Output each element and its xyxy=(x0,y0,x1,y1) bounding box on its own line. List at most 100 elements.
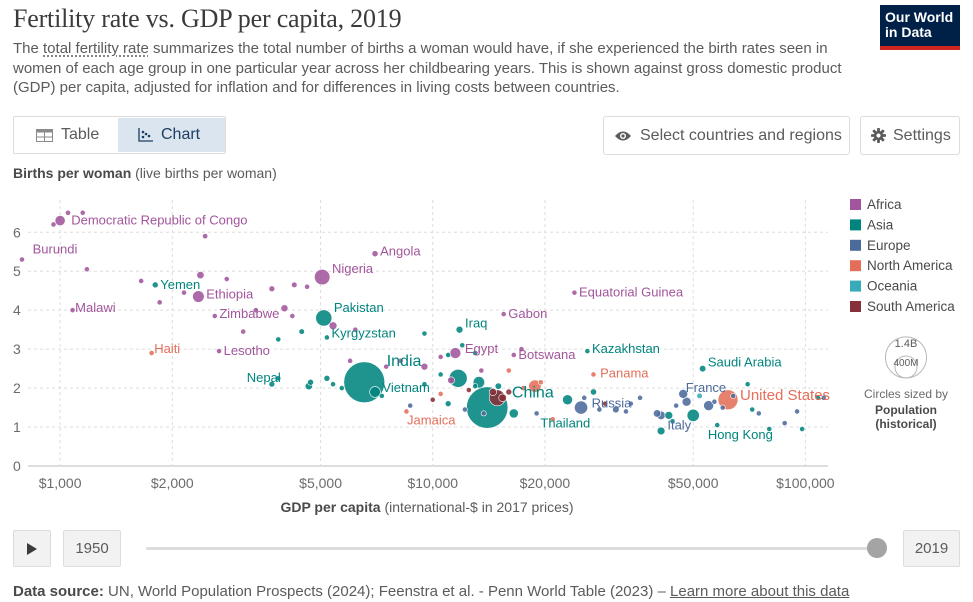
data-point[interactable] xyxy=(669,418,676,425)
point-france[interactable] xyxy=(678,389,688,399)
data-point[interactable] xyxy=(498,393,507,403)
data-point[interactable] xyxy=(719,404,726,411)
data-point[interactable] xyxy=(505,388,513,396)
point-yemen[interactable] xyxy=(151,281,159,289)
data-point[interactable] xyxy=(505,367,512,374)
point-gabon[interactable] xyxy=(500,311,507,317)
data-point[interactable] xyxy=(518,346,525,353)
data-point[interactable] xyxy=(711,398,718,405)
data-point[interactable] xyxy=(397,357,404,364)
data-point[interactable] xyxy=(298,328,305,335)
data-point[interactable] xyxy=(79,209,86,216)
point-kyrgyzstan[interactable] xyxy=(324,334,330,341)
point-russia[interactable] xyxy=(574,400,588,415)
data-point[interactable] xyxy=(686,408,700,422)
data-point[interactable] xyxy=(437,391,444,397)
legend-label[interactable]: Africa xyxy=(867,197,902,212)
data-point[interactable] xyxy=(383,363,390,370)
data-point[interactable] xyxy=(537,379,544,386)
point-democratic-republic-of-congo[interactable] xyxy=(54,215,66,227)
data-point[interactable] xyxy=(352,326,359,333)
data-point[interactable] xyxy=(472,383,479,390)
select-countries-button[interactable]: Select countries and regions xyxy=(603,116,850,155)
point-jamaica[interactable] xyxy=(403,408,410,415)
timeline-start-year[interactable]: 1950 xyxy=(63,530,121,567)
data-point[interactable] xyxy=(181,289,187,296)
data-point[interactable] xyxy=(465,387,472,393)
point-nigeria[interactable] xyxy=(314,268,331,286)
point-malawi[interactable] xyxy=(69,307,76,314)
data-point[interactable] xyxy=(590,388,597,396)
data-point[interactable] xyxy=(612,405,620,414)
legend-label[interactable]: Oceania xyxy=(867,279,918,294)
data-point[interactable] xyxy=(444,400,452,407)
data-point[interactable] xyxy=(420,362,429,371)
data-point[interactable] xyxy=(338,385,345,391)
data-point[interactable] xyxy=(749,406,756,413)
data-point[interactable] xyxy=(196,271,205,280)
data-point[interactable] xyxy=(494,382,502,390)
learn-more-link[interactable]: Learn more about this data xyxy=(670,583,850,600)
point-burundi[interactable] xyxy=(19,256,25,263)
timeline-end-year[interactable]: 2019 xyxy=(903,530,960,567)
data-point[interactable] xyxy=(673,402,680,409)
point-iraq[interactable] xyxy=(455,325,464,334)
data-point[interactable] xyxy=(421,381,428,388)
data-point[interactable] xyxy=(602,400,608,407)
timeline-track[interactable] xyxy=(146,547,878,550)
legend-label[interactable]: North America xyxy=(867,258,953,273)
data-point[interactable] xyxy=(437,354,444,360)
point-nepal[interactable] xyxy=(268,380,276,388)
point-thailand[interactable] xyxy=(508,408,519,419)
data-point[interactable] xyxy=(533,410,540,417)
point-haiti[interactable] xyxy=(148,350,155,356)
data-point[interactable] xyxy=(138,278,145,284)
data-point[interactable] xyxy=(696,392,703,399)
data-point[interactable] xyxy=(472,350,479,356)
data-point[interactable] xyxy=(528,379,542,393)
data-point[interactable] xyxy=(656,426,666,436)
data-point[interactable] xyxy=(799,426,806,432)
point-pakistan[interactable] xyxy=(315,309,333,327)
point-ethiopia[interactable] xyxy=(192,290,205,303)
data-point[interactable] xyxy=(703,400,714,411)
data-point[interactable] xyxy=(445,352,452,358)
play-button[interactable] xyxy=(13,530,51,567)
point-equatorial-guinea[interactable] xyxy=(571,289,578,296)
point-angola[interactable] xyxy=(371,250,379,258)
point-lesotho[interactable] xyxy=(216,348,222,354)
point-saudi-arabia[interactable] xyxy=(699,365,707,373)
data-point[interactable] xyxy=(653,409,662,418)
data-point[interactable] xyxy=(488,387,497,396)
data-point[interactable] xyxy=(437,371,444,378)
tab-chart[interactable]: Chart xyxy=(118,118,225,152)
data-point[interactable] xyxy=(814,394,821,401)
data-point[interactable] xyxy=(347,357,353,364)
data-point[interactable] xyxy=(223,276,230,282)
point-india[interactable] xyxy=(343,361,386,403)
data-point[interactable] xyxy=(794,408,800,415)
data-point[interactable] xyxy=(304,283,310,290)
data-point[interactable] xyxy=(421,330,428,337)
data-point[interactable] xyxy=(462,406,468,413)
timeline-handle[interactable] xyxy=(867,538,887,558)
data-point[interactable] xyxy=(275,336,282,343)
point-kazakhstan[interactable] xyxy=(584,348,591,354)
data-point[interactable] xyxy=(268,285,276,293)
data-point[interactable] xyxy=(627,400,634,407)
point-botswana[interactable] xyxy=(510,352,517,358)
data-point[interactable] xyxy=(562,394,573,406)
data-point[interactable] xyxy=(202,233,209,240)
data-point[interactable] xyxy=(280,304,289,313)
settings-button[interactable]: Settings xyxy=(860,116,960,155)
data-point[interactable] xyxy=(65,209,71,216)
data-point[interactable] xyxy=(156,299,163,306)
data-point[interactable] xyxy=(378,392,385,399)
data-point[interactable] xyxy=(50,221,57,228)
legend-label[interactable]: Asia xyxy=(867,217,894,232)
legend-label[interactable]: South America xyxy=(867,299,955,314)
legend-label[interactable]: Europe xyxy=(867,238,911,253)
data-point[interactable] xyxy=(730,392,737,399)
data-point[interactable] xyxy=(664,411,674,420)
data-point[interactable] xyxy=(459,342,466,349)
